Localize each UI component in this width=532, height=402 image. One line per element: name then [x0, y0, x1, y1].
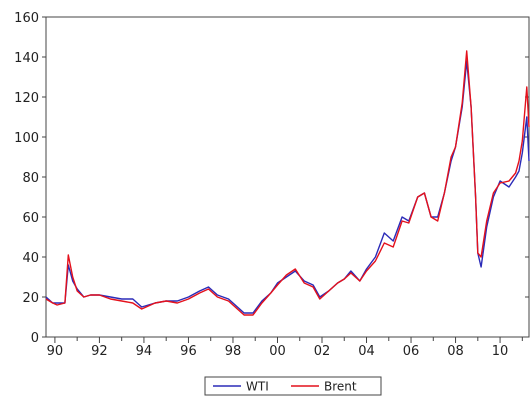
- x-tick-label: 94: [136, 344, 153, 359]
- legend-label-brent: Brent: [324, 380, 357, 394]
- y-tick-label: 0: [31, 331, 39, 346]
- series-layer: [45, 50, 530, 316]
- y-tick-label: 160: [14, 11, 39, 26]
- x-tick-label: 98: [225, 344, 242, 359]
- y-tick-label: 60: [22, 211, 39, 226]
- legend-label-wti: WTI: [246, 380, 269, 394]
- plot-frame: [45, 16, 530, 338]
- x-tick-label: 10: [492, 344, 509, 359]
- y-axis: 0 20 40 60 80 100 120 140 160: [14, 11, 529, 346]
- legend: WTI Brent: [204, 376, 382, 396]
- x-tick-label: 96: [180, 344, 197, 359]
- x-tick-label: 06: [403, 344, 420, 359]
- series-line-brent: [45, 50, 530, 316]
- y-tick-label: 20: [22, 291, 39, 306]
- x-tick-label: 04: [358, 344, 375, 359]
- y-tick-label: 80: [22, 171, 39, 186]
- x-tick-label: 92: [91, 344, 108, 359]
- x-axis: 90 92 94 96 98 00 02 04 06 08 10: [47, 337, 523, 359]
- y-tick-label: 120: [14, 91, 39, 106]
- x-tick-label: 90: [47, 344, 64, 359]
- x-tick-label: 00: [269, 344, 286, 359]
- y-tick-label: 100: [14, 131, 39, 146]
- y-tick-label: 40: [22, 251, 39, 266]
- x-tick-label: 08: [447, 344, 464, 359]
- x-tick-label: 02: [314, 344, 331, 359]
- y-tick-label: 140: [14, 51, 39, 66]
